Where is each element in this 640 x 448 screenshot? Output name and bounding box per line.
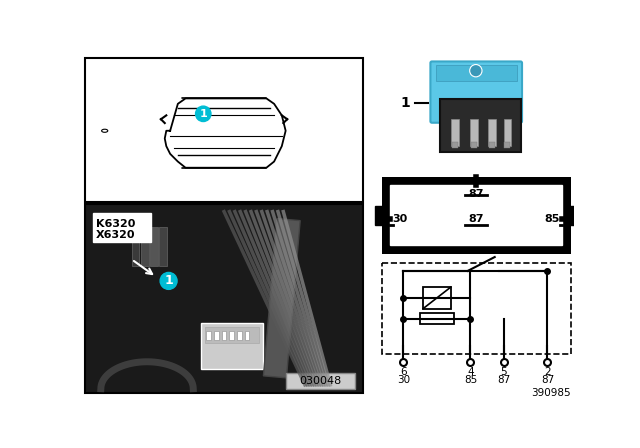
Text: 87: 87 (468, 189, 484, 198)
FancyBboxPatch shape (431, 61, 522, 123)
Bar (471, 142, 477, 148)
Bar (488, 119, 496, 146)
Bar (132, 227, 140, 266)
Text: 30: 30 (397, 375, 410, 385)
Circle shape (470, 65, 482, 77)
Bar (237, 331, 242, 340)
Bar (504, 119, 511, 146)
Bar (221, 331, 227, 340)
Text: 030048: 030048 (299, 376, 341, 386)
Text: 85: 85 (464, 375, 477, 385)
Text: 2: 2 (544, 367, 551, 377)
Text: 87: 87 (497, 375, 510, 385)
Bar (245, 331, 250, 340)
Bar (264, 219, 300, 378)
Text: K6320: K6320 (96, 219, 136, 229)
Text: 5: 5 (500, 367, 507, 377)
Bar (423, 287, 451, 309)
Text: 30: 30 (393, 214, 408, 224)
Circle shape (196, 106, 211, 121)
Text: 85: 85 (545, 214, 560, 224)
Bar (93, 213, 151, 242)
Bar (206, 331, 211, 340)
Text: 1: 1 (164, 275, 173, 288)
Text: 1: 1 (400, 96, 410, 110)
Bar (440, 99, 520, 151)
Bar (504, 142, 511, 148)
Text: 390985: 390985 (531, 388, 570, 397)
Bar (285, 373, 355, 389)
Text: 87: 87 (541, 375, 554, 385)
Bar (470, 119, 478, 146)
Text: 4: 4 (467, 367, 474, 377)
Bar (420, 313, 454, 324)
Bar (489, 142, 495, 148)
Bar (214, 331, 219, 340)
Bar (451, 119, 459, 146)
Bar (382, 177, 570, 254)
Bar (570, 206, 577, 225)
Bar (436, 65, 516, 81)
Text: 6: 6 (400, 367, 407, 377)
Bar (159, 227, 167, 266)
Bar (150, 227, 158, 266)
Text: X6320: X6320 (96, 230, 136, 240)
Bar (141, 227, 148, 266)
Circle shape (160, 272, 177, 289)
Bar (201, 323, 262, 370)
Bar (390, 185, 562, 246)
Bar (230, 331, 234, 340)
Bar (205, 327, 259, 343)
Text: 87: 87 (468, 214, 484, 224)
Text: 1: 1 (200, 109, 207, 119)
Bar (452, 142, 458, 148)
Bar (375, 206, 383, 225)
Bar (382, 263, 570, 354)
Bar (86, 204, 363, 392)
Bar (86, 58, 363, 202)
